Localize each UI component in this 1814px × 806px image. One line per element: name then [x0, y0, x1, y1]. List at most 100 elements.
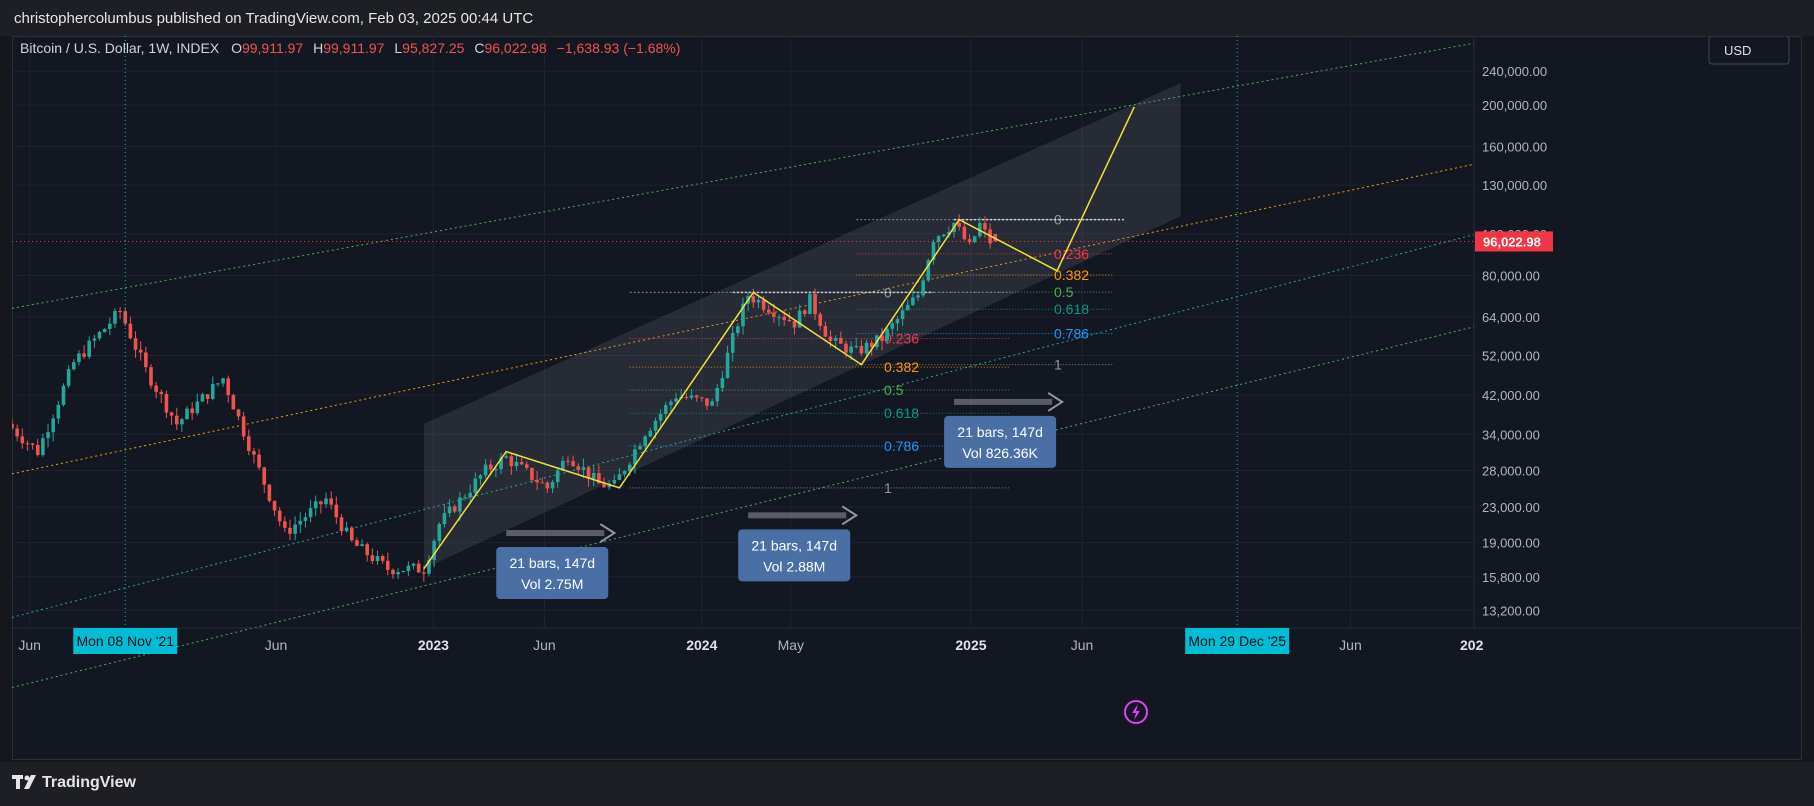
candle-body — [705, 398, 709, 406]
candle-body — [288, 527, 292, 534]
candle-body — [174, 415, 179, 425]
candle-body — [504, 456, 508, 458]
candle-body — [473, 478, 478, 493]
candle-body — [144, 352, 148, 368]
candle-body — [262, 467, 267, 485]
cursor-left-date-label: Mon 08 Nov '21 — [76, 633, 174, 649]
candle-body — [571, 461, 575, 467]
candle-body — [25, 443, 30, 445]
time-tick-label: May — [778, 637, 804, 653]
candle-body — [200, 394, 205, 402]
candle-body — [607, 483, 611, 488]
candle-body — [113, 311, 117, 324]
candle-body — [226, 378, 231, 396]
candle-body — [813, 293, 817, 315]
fib-lower-level-label: 1 — [884, 480, 892, 496]
candle-body — [911, 297, 915, 305]
time-tick-label: Jun — [265, 637, 288, 653]
tradingview-logo-icon — [12, 775, 36, 789]
price-tick-label: 13,200.00 — [1482, 603, 1540, 618]
candle-body — [447, 506, 452, 514]
candle-body — [622, 471, 627, 475]
tradingview-brand: TradingView — [42, 774, 136, 791]
candle-body — [293, 524, 297, 534]
candle-body — [658, 413, 663, 421]
candle-body — [643, 436, 647, 447]
candle-body — [56, 404, 61, 419]
current-price-badge — [1475, 231, 1553, 252]
measure-box-bars: 21 bars, 147d — [957, 424, 1043, 440]
candle-body — [772, 312, 776, 317]
orange-trend-line — [12, 163, 1475, 475]
fib-upper-level-label: 0.382 — [1054, 267, 1089, 283]
pattern-zigzag-line — [423, 106, 1135, 570]
measure-bar — [748, 512, 847, 519]
candle-body — [617, 474, 622, 480]
fib-upper-level-label: 0 — [1054, 212, 1062, 228]
time-tick-label: 202 — [1460, 637, 1484, 653]
candle-body — [210, 384, 215, 399]
candle-body — [154, 385, 158, 392]
candle-body — [751, 296, 756, 303]
candle-body — [900, 310, 905, 319]
candle-body — [802, 310, 807, 315]
alert-icon[interactable] — [1124, 700, 1148, 724]
candle-body — [864, 342, 869, 354]
time-tick-label: Jun — [18, 637, 41, 653]
candle-body — [839, 337, 843, 344]
measure-box — [944, 415, 1057, 468]
fib-lower-level-label: 0.382 — [884, 359, 919, 375]
candle-body — [766, 309, 771, 313]
candle-body — [391, 569, 395, 575]
price-tick-label: 240,000.00 — [1482, 64, 1547, 79]
price-tick-label: 42,000.00 — [1482, 388, 1540, 403]
price-tick-label: 200,000.00 — [1482, 98, 1547, 113]
currency-button[interactable]: USD — [1708, 36, 1790, 65]
fib-lower-level-label: 0.5 — [884, 382, 904, 398]
measure-box-vol: Vol 2.88M — [763, 558, 825, 574]
candle-body — [540, 482, 545, 484]
candle-body — [180, 419, 184, 425]
candle-body — [859, 345, 864, 354]
candle-body — [514, 461, 519, 467]
candle-body — [308, 508, 313, 518]
candle-body — [720, 378, 725, 388]
candle-body — [736, 326, 740, 334]
legend-open-label: O — [231, 40, 242, 56]
legend: Bitcoin / U.S. Dollar, 1W, INDEX O99,911… — [20, 40, 680, 56]
price-tick-label: 52,000.00 — [1482, 348, 1540, 363]
candle-body — [494, 469, 498, 471]
candle-body — [164, 394, 169, 413]
candle-body — [432, 540, 436, 561]
candle-body — [35, 444, 40, 456]
candle-body — [530, 467, 534, 480]
chart-canvas[interactable]: 00.2360.3820.50.6180.786100.2360.3820.50… — [12, 36, 1802, 760]
legend-symbol: Bitcoin / U.S. Dollar, 1W, INDEX — [20, 40, 220, 56]
candle-body — [406, 565, 411, 572]
candle-body — [355, 540, 359, 546]
price-tick-label: 130,000.00 — [1482, 178, 1547, 193]
candle-body — [782, 316, 786, 320]
candle-body — [983, 223, 987, 230]
candle-body — [77, 353, 81, 363]
legend-change: −1,638.93 (−1.68%) — [557, 40, 681, 56]
candle-body — [396, 572, 400, 575]
footer: TradingView — [0, 762, 1814, 806]
candle-body — [51, 418, 55, 433]
measure-box-vol: Vol 826.36K — [962, 445, 1038, 461]
candle-body — [483, 464, 488, 476]
candle-body — [221, 378, 225, 384]
candle-body — [334, 504, 339, 518]
candle-body — [761, 299, 766, 310]
candle-body — [108, 323, 112, 329]
candle-body — [890, 323, 895, 329]
candle-body — [741, 303, 745, 327]
price-tick-label: 34,000.00 — [1482, 427, 1540, 442]
time-tick-label: Jun — [1339, 637, 1362, 653]
candle-body — [710, 401, 714, 406]
candle-body — [700, 397, 704, 399]
publisher-line: christophercolumbus published on Trading… — [14, 10, 534, 27]
candle-body — [905, 304, 910, 311]
time-tick-label: 2023 — [418, 637, 449, 653]
candle-body — [231, 395, 236, 410]
